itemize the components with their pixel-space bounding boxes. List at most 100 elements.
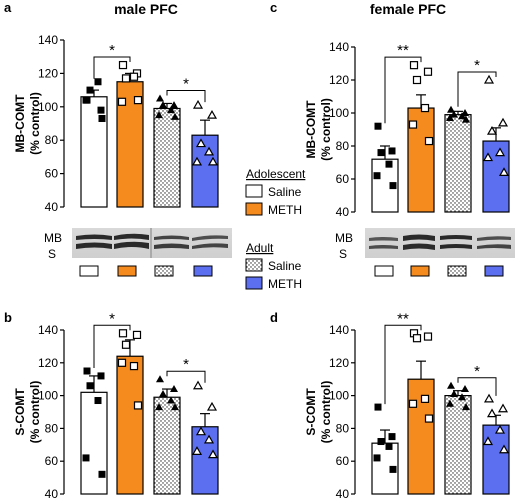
data-point <box>206 109 218 119</box>
data-point <box>377 438 385 446</box>
panel-letter-c: c <box>270 0 277 15</box>
data-point <box>132 330 142 340</box>
data-point <box>374 122 382 130</box>
legend-heading-adolescent: Adolescent <box>246 167 306 181</box>
data-point <box>373 454 381 462</box>
bar <box>482 140 510 213</box>
data-point <box>483 74 495 84</box>
data-point <box>192 380 204 390</box>
blot-right-label-s: S <box>339 247 347 261</box>
panel-letter-a: a <box>4 0 12 15</box>
data-point <box>497 403 509 413</box>
data-point <box>195 138 207 148</box>
bar <box>116 355 144 495</box>
legend-label-adolescent-meth: METH <box>268 203 302 217</box>
legend-label-adolescent-saline: Saline <box>268 185 302 199</box>
data-point <box>98 114 106 122</box>
significance-bracket <box>166 370 206 383</box>
data-point <box>497 117 509 127</box>
y-tick-label: 40 <box>336 205 350 219</box>
data-point <box>408 120 418 129</box>
data-point <box>377 149 385 157</box>
data-point <box>486 125 498 135</box>
data-point <box>155 403 163 411</box>
bar <box>191 426 219 495</box>
data-point <box>412 334 422 343</box>
data-point <box>389 465 397 473</box>
y-tick-label: 80 <box>336 421 350 435</box>
data-point <box>388 433 396 441</box>
data-point <box>129 72 139 81</box>
data-point <box>170 101 178 109</box>
data-point <box>94 397 102 405</box>
data-point <box>461 385 469 393</box>
data-point <box>389 182 397 190</box>
bar <box>444 395 472 495</box>
data-point <box>83 367 91 375</box>
significance-bracket <box>384 324 422 405</box>
data-point <box>446 399 454 407</box>
data-point <box>458 393 466 401</box>
panel-c-title: female PFC <box>370 1 446 17</box>
data-point <box>97 372 105 380</box>
data-point <box>207 449 219 459</box>
data-point <box>192 99 204 109</box>
data-point <box>373 172 381 180</box>
legend-label-adult-saline: Saline <box>268 259 302 273</box>
blot-left-key <box>79 265 213 277</box>
data-point <box>98 470 106 478</box>
y-tick-label: 120 <box>38 66 58 80</box>
legend-heading-adult: Adult <box>246 241 274 255</box>
significance-bracket <box>93 324 131 368</box>
legend-swatch-adult-saline <box>245 258 263 272</box>
significance-bracket <box>384 56 422 124</box>
data-point <box>385 160 393 168</box>
data-point <box>129 361 139 371</box>
blot-left-label-mb: MB <box>44 231 62 245</box>
data-point <box>447 381 455 389</box>
significance-label: * <box>183 356 189 373</box>
y-tick-label: 40 <box>336 487 350 499</box>
y-axis-label: MB-COMT(% control) <box>13 92 42 155</box>
legend-swatch-adolescent-meth <box>245 202 263 216</box>
data-point <box>191 446 203 455</box>
y-tick-label: 100 <box>329 389 349 403</box>
data-point <box>486 408 498 418</box>
data-point <box>195 426 207 436</box>
data-point <box>423 67 433 76</box>
y-axis-label: MB-COMT(% control) <box>304 98 333 161</box>
data-point <box>203 434 215 444</box>
data-point <box>191 156 203 166</box>
data-point <box>118 329 128 338</box>
y-tick-label: 140 <box>329 40 349 54</box>
data-point <box>498 167 510 176</box>
data-point <box>385 442 393 450</box>
data-point <box>133 96 143 105</box>
data-point <box>462 403 470 411</box>
data-point <box>97 106 105 114</box>
data-point <box>121 340 131 349</box>
legend-swatch-adolescent-saline <box>245 184 263 198</box>
data-point <box>167 106 175 114</box>
data-point <box>458 112 466 120</box>
blot-right <box>365 228 515 258</box>
data-point <box>206 401 218 411</box>
significance-label: * <box>109 42 115 59</box>
y-tick-label: 80 <box>45 421 59 435</box>
chart-panel-b: 40 60 80 100 120 140 S-COMT(% control) * * <box>13 310 219 499</box>
significance-label: * <box>183 75 189 92</box>
data-point <box>424 136 434 146</box>
y-tick-label: 60 <box>336 172 350 186</box>
significance-label: * <box>474 363 480 380</box>
data-point <box>494 424 506 434</box>
bar <box>80 391 108 495</box>
significance-bracket <box>457 71 497 107</box>
blot-left <box>72 228 232 258</box>
data-point <box>420 103 430 113</box>
y-tick-label: 40 <box>45 487 59 499</box>
bar <box>191 134 219 208</box>
data-point <box>374 403 382 411</box>
